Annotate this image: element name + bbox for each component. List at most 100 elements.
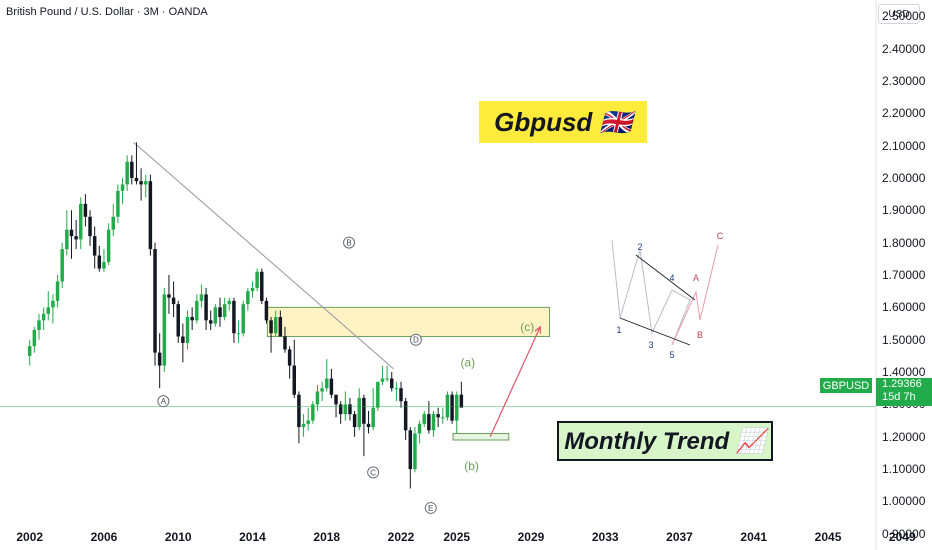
- y-tick-label: 2.10000: [882, 138, 926, 153]
- candle: [394, 381, 399, 402]
- candle-body: [204, 294, 208, 321]
- candle-body: [394, 388, 399, 390]
- candle: [97, 245, 102, 272]
- candle-body: [380, 378, 385, 382]
- candle: [79, 197, 83, 250]
- candle-body: [222, 304, 227, 318]
- candle: [376, 381, 380, 411]
- elliott-wave-schematic: 1 2 3 4 5 A B C: [611, 231, 724, 360]
- x-tick-label: 2025: [443, 530, 471, 544]
- candle-body: [162, 294, 167, 366]
- y-tick-label: 1.00000: [882, 494, 926, 509]
- candle-body: [371, 407, 375, 428]
- candle: [130, 155, 134, 185]
- candle-body: [241, 304, 245, 334]
- candle: [116, 184, 120, 224]
- candle-body: [454, 394, 459, 421]
- candle-body: [157, 352, 162, 366]
- wave-label: E: [428, 504, 433, 513]
- candle-body: [32, 330, 37, 347]
- candle-body: [376, 381, 380, 408]
- x-tick-label: 2010: [164, 530, 192, 544]
- candle: [371, 388, 375, 431]
- candle-body: [338, 404, 343, 415]
- schematic-correction: [671, 244, 719, 346]
- x-tick-label: 2022: [387, 530, 415, 544]
- candle: [27, 339, 32, 366]
- candle: [348, 397, 352, 421]
- candle-body: [334, 394, 338, 405]
- candle: [171, 281, 176, 318]
- schematic-impulse-label: 2: [637, 242, 642, 252]
- y-tick-label: 2.40000: [882, 41, 926, 56]
- candle-body: [445, 394, 450, 418]
- candle: [185, 310, 190, 350]
- candle-body: [325, 378, 329, 389]
- candle-body: [74, 236, 78, 240]
- candle: [362, 394, 366, 457]
- candle: [320, 381, 324, 402]
- candle-body: [199, 294, 204, 301]
- candle: [338, 401, 343, 424]
- x-tick-label: 2029: [517, 530, 545, 544]
- wave-label-circle: [367, 466, 380, 479]
- candle: [269, 317, 273, 353]
- candle: [69, 210, 74, 259]
- candle-body: [450, 394, 454, 421]
- candle-body: [362, 397, 366, 424]
- candle: [106, 223, 111, 266]
- chart-title: British Pound / U.S. Dollar · 3M · OANDA: [6, 6, 208, 18]
- candle-body: [269, 320, 273, 334]
- candle: [83, 194, 88, 227]
- candle: [287, 346, 292, 379]
- candle-body: [134, 177, 139, 182]
- x-tick-label: 2002: [16, 530, 44, 544]
- candle-body: [227, 300, 232, 305]
- last-price: 1.29366: [882, 378, 922, 390]
- candle-body: [167, 294, 171, 298]
- candle-body: [348, 404, 352, 415]
- candle: [459, 381, 464, 408]
- candle: [301, 414, 306, 437]
- candle: [408, 427, 413, 489]
- y-tick-label: 0.90000: [882, 526, 926, 541]
- wave-label: B: [346, 239, 351, 248]
- x-tick-label: 2033: [591, 530, 619, 544]
- candle-body: [306, 420, 310, 424]
- candle-body: [171, 297, 176, 305]
- wave-label: A: [161, 397, 167, 406]
- schematic-impulse-label: 1: [616, 325, 621, 335]
- candle-body: [46, 307, 51, 314]
- candle-body: [148, 181, 153, 250]
- candle: [283, 326, 287, 353]
- candle-body: [459, 394, 464, 408]
- candle: [181, 323, 185, 363]
- candle-body: [218, 307, 222, 318]
- candle: [352, 410, 357, 437]
- x-tick-label: 2018: [313, 530, 341, 544]
- x-tick-label: 2041: [740, 530, 768, 544]
- candle: [222, 297, 227, 321]
- candle: [37, 313, 41, 340]
- candle: [264, 297, 269, 324]
- candle-body: [292, 365, 297, 395]
- candle: [157, 333, 162, 389]
- candle-body: [366, 423, 371, 428]
- y-tick-label: 2.50000: [882, 9, 926, 24]
- candle: [102, 249, 106, 272]
- wave-label: (c): [520, 320, 534, 334]
- candle-body: [79, 203, 83, 240]
- candle-body: [102, 262, 106, 269]
- currency-selector[interactable]: USD: [878, 4, 920, 24]
- schematic-channel-bottom: [619, 317, 691, 346]
- candle-body: [264, 300, 269, 321]
- schematic-channel-top: [635, 254, 696, 301]
- candle: [176, 300, 180, 343]
- candle: [153, 242, 157, 366]
- y-tick-label: 1.10000: [882, 462, 926, 477]
- candle-body: [232, 300, 236, 334]
- y-tick-label: 1.90000: [882, 203, 926, 218]
- candle: [431, 410, 436, 437]
- candle: [260, 268, 264, 305]
